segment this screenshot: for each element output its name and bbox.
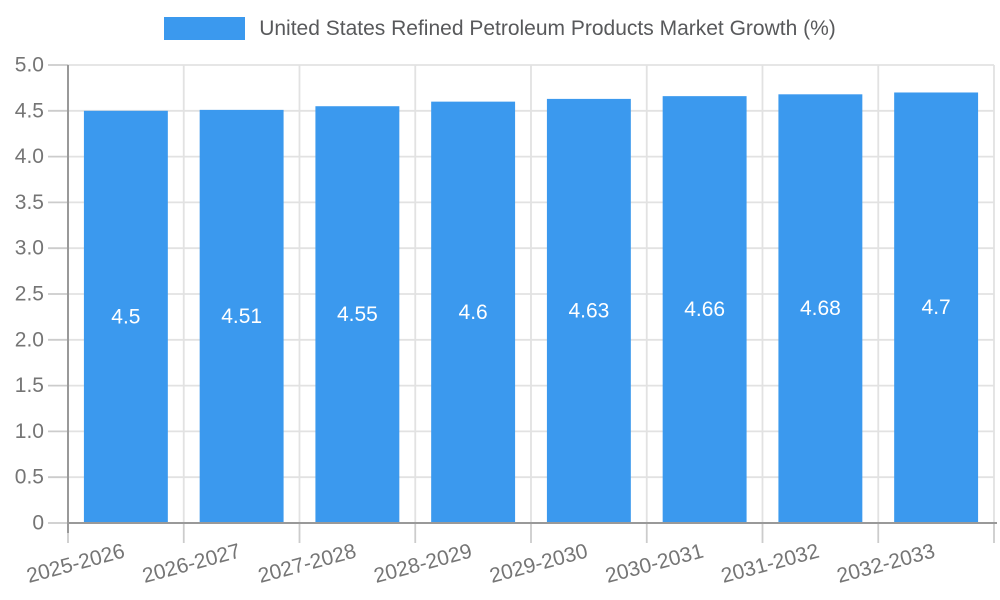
bar-value-label: 4.63 xyxy=(568,299,609,322)
bar xyxy=(315,106,400,523)
y-tick-label: 2.0 xyxy=(15,328,44,351)
bar xyxy=(431,101,516,523)
x-tick-label: 2026-2027 xyxy=(140,540,243,588)
y-tick-label: 3.0 xyxy=(15,237,44,260)
y-tick-label: 4.5 xyxy=(15,99,44,122)
y-tick-label: 0 xyxy=(32,512,44,535)
bar xyxy=(546,98,631,523)
bar xyxy=(662,96,747,524)
x-tick-label: 2028-2029 xyxy=(371,540,474,588)
bar-value-label: 4.51 xyxy=(221,305,262,328)
bar xyxy=(199,109,284,523)
y-tick-label: 2.5 xyxy=(15,283,44,306)
chart-legend: United States Refined Petroleum Products… xyxy=(0,17,1000,40)
y-tick-label: 0.5 xyxy=(15,466,44,489)
y-tick-label: 3.5 xyxy=(15,191,44,214)
x-tick-label: 2031-2032 xyxy=(719,540,822,588)
bar-value-label: 4.68 xyxy=(800,297,841,320)
bar xyxy=(778,94,863,523)
bar-value-label: 4.6 xyxy=(459,301,488,324)
y-tick-label: 1.0 xyxy=(15,420,44,443)
y-tick-label: 5.0 xyxy=(15,54,44,77)
legend-swatch xyxy=(164,17,246,40)
x-tick-label: 2032-2033 xyxy=(834,540,937,588)
bar-value-label: 4.7 xyxy=(922,296,951,319)
bar xyxy=(894,92,979,523)
bar-value-label: 4.66 xyxy=(684,298,725,321)
y-tick-label: 1.5 xyxy=(15,374,44,397)
y-tick-label: 4.0 xyxy=(15,145,44,168)
x-tick-label: 2029-2030 xyxy=(487,540,590,588)
x-tick-label: 2030-2031 xyxy=(603,540,706,588)
x-tick-label: 2025-2026 xyxy=(24,540,127,588)
bar xyxy=(83,110,168,524)
legend-label: United States Refined Petroleum Products… xyxy=(259,17,836,40)
x-tick-label: 2027-2028 xyxy=(256,540,359,588)
bar-value-label: 4.55 xyxy=(337,303,378,326)
bar-value-label: 4.5 xyxy=(111,305,140,328)
